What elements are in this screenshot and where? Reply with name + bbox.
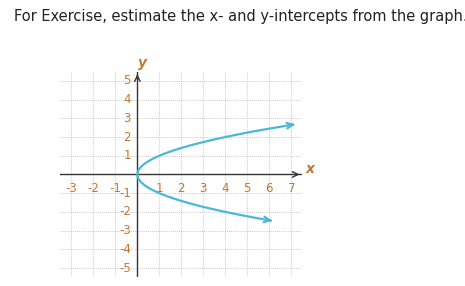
Text: 5: 5 <box>244 182 251 195</box>
Text: 1: 1 <box>123 149 131 162</box>
Text: -1: -1 <box>109 182 121 195</box>
Text: -1: -1 <box>119 187 131 200</box>
Text: 2: 2 <box>178 182 185 195</box>
Text: 6: 6 <box>266 182 273 195</box>
Text: -2: -2 <box>87 182 100 195</box>
Text: -5: -5 <box>119 262 131 275</box>
Text: For Exercise, estimate the x- and y-intercepts from the graph.: For Exercise, estimate the x- and y-inte… <box>14 9 465 23</box>
Text: 4: 4 <box>123 93 131 106</box>
Text: 5: 5 <box>123 74 131 87</box>
Text: -3: -3 <box>66 182 77 195</box>
Text: 3: 3 <box>199 182 207 195</box>
Text: x: x <box>306 162 314 176</box>
Text: -3: -3 <box>119 224 131 237</box>
Text: -2: -2 <box>119 205 131 219</box>
Text: 2: 2 <box>123 130 131 144</box>
Text: y: y <box>139 56 147 69</box>
Text: -4: -4 <box>119 243 131 256</box>
Text: 3: 3 <box>123 112 131 125</box>
Text: 1: 1 <box>156 182 163 195</box>
Text: 4: 4 <box>221 182 229 195</box>
Text: 7: 7 <box>287 182 295 195</box>
